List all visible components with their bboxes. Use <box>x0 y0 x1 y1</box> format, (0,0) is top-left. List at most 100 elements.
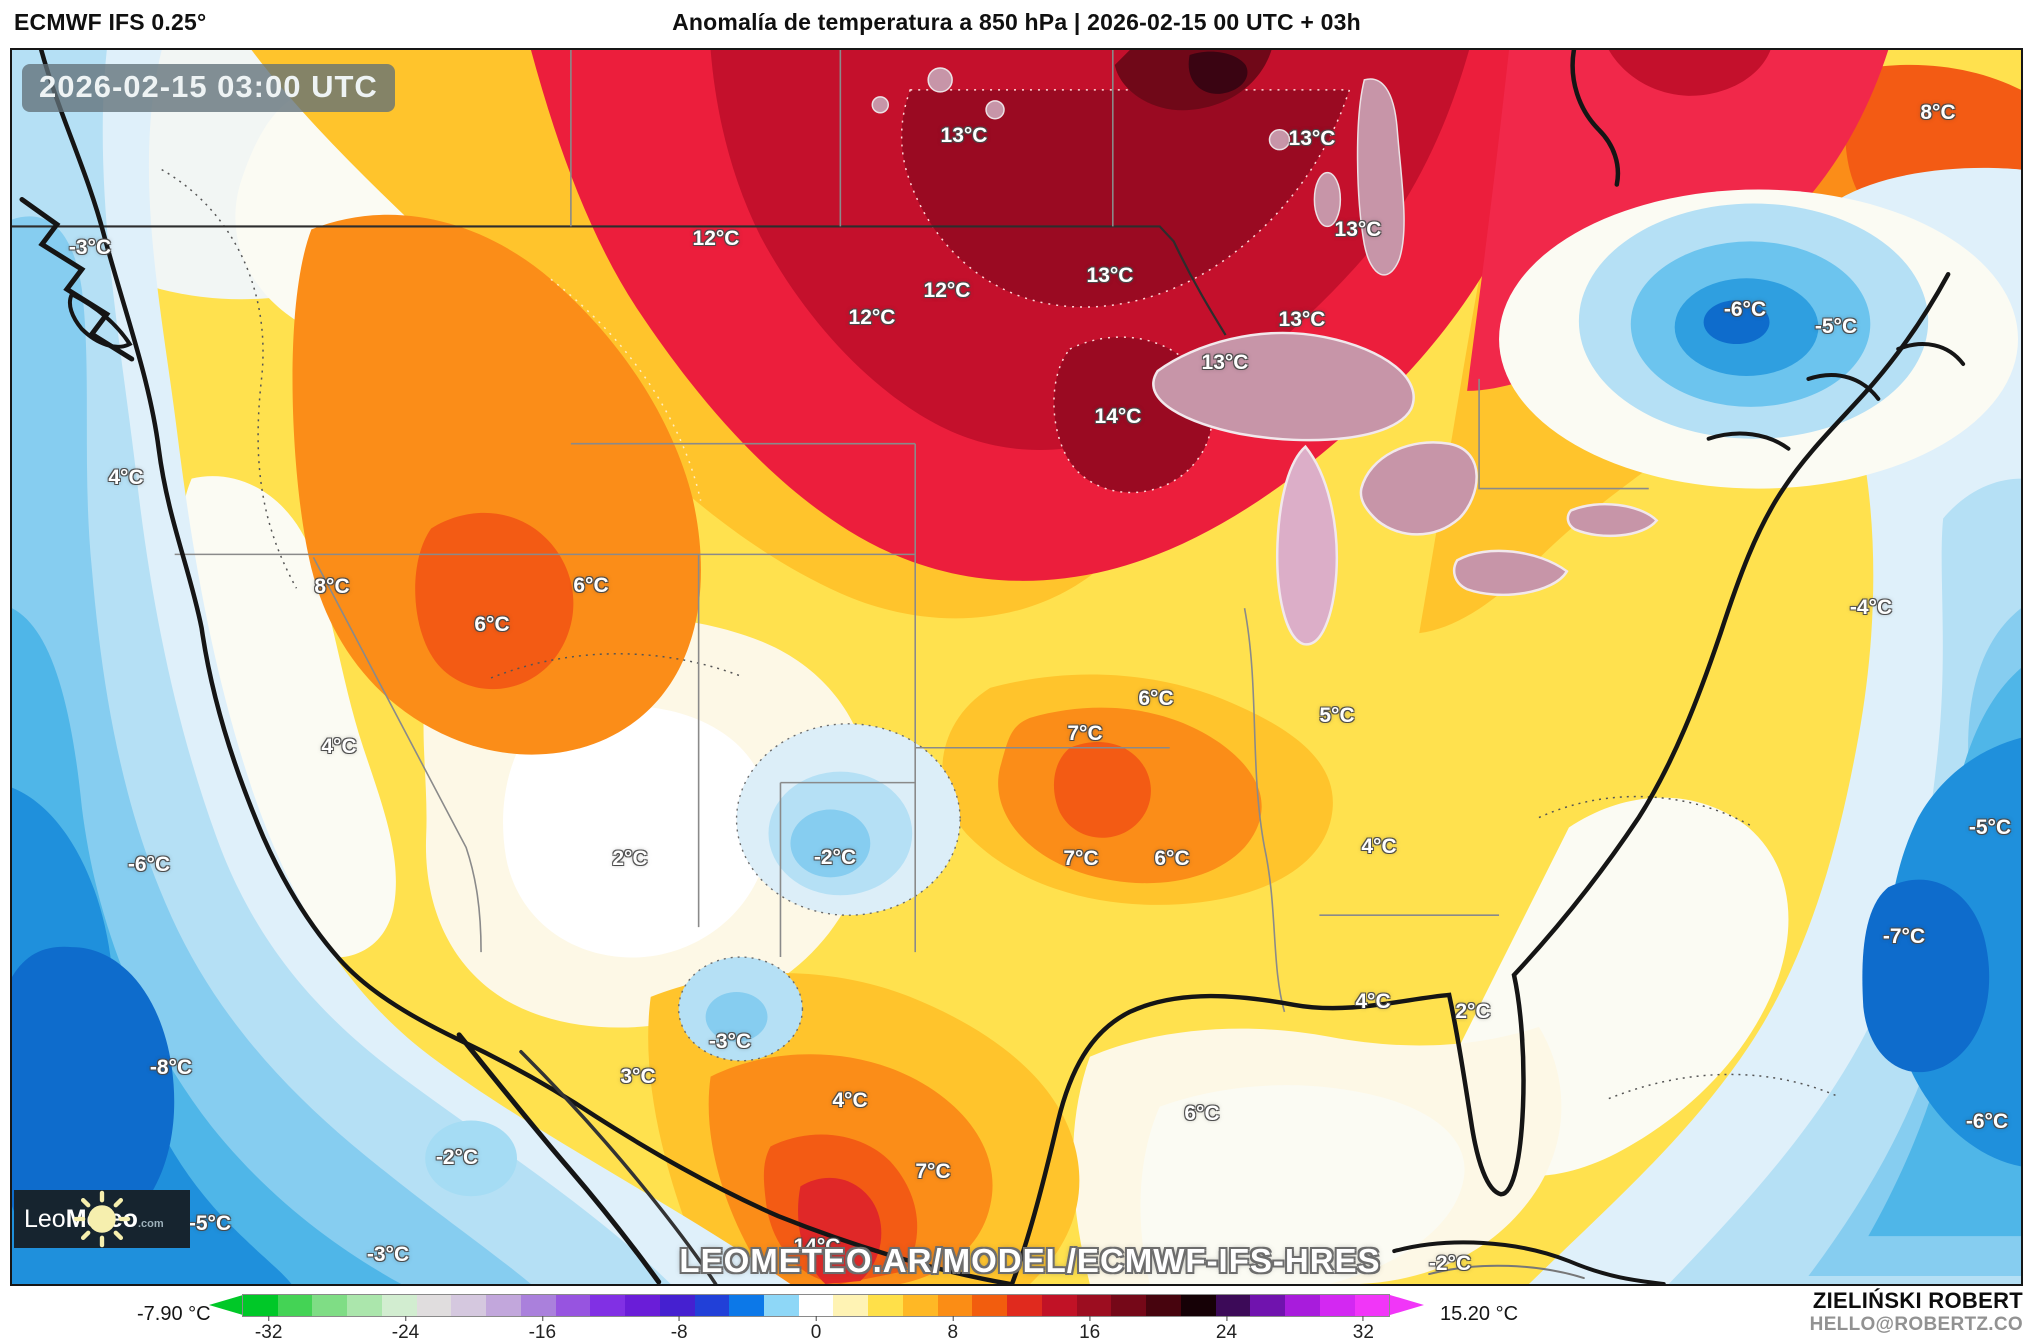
temp-label: 14°C <box>793 1235 841 1258</box>
colorbar-segment <box>1111 1295 1147 1316</box>
temp-label: 4°C <box>1361 835 1397 858</box>
temp-label: 13°C <box>1278 308 1326 331</box>
temp-label: 8°C <box>1920 101 1956 124</box>
author-contact: HELLO@ROBERTZ.CO <box>1809 1313 2023 1335</box>
temp-label: 13°C <box>1201 351 1249 374</box>
colorbar-segment <box>1076 1295 1112 1316</box>
leometeo-logo: LeoMeteo.com <box>14 1190 190 1248</box>
temp-label: 3°C <box>620 1065 656 1088</box>
colorbar-segment <box>659 1295 695 1316</box>
colorbar-segment <box>1215 1295 1251 1316</box>
colorbar-segment <box>972 1295 1008 1316</box>
colorbar-segment <box>1007 1295 1042 1316</box>
colorbar-tick: 0 <box>811 1316 821 1344</box>
header-bar: ECMWF IFS 0.25° Anomalía de temperatura … <box>0 0 2033 48</box>
colorbar-max-value: 15.20 °C <box>1440 1303 1519 1325</box>
temp-label: 2°C <box>612 847 648 870</box>
temp-label: -5°C <box>188 1212 232 1235</box>
temp-label: -2°C <box>813 846 857 869</box>
temp-label: 12°C <box>692 227 740 250</box>
temp-label: -7°C <box>1882 925 1926 948</box>
temp-label: 4°C <box>108 466 144 489</box>
temp-label: 12°C <box>848 306 896 329</box>
temp-label: -3°C <box>366 1243 410 1266</box>
temp-label: 13°C <box>1086 264 1134 287</box>
temp-label: 4°C <box>321 735 357 758</box>
colorbar-tick: -16 <box>529 1316 556 1344</box>
temp-label: 13°C <box>1334 218 1382 241</box>
author-name: ZIELIŃSKI ROBERT <box>1812 1288 2023 1313</box>
colorbar-segment <box>625 1295 660 1316</box>
colorbar-segment <box>381 1295 417 1316</box>
temp-label: 6°C <box>1138 687 1174 710</box>
colorbar-segment <box>798 1295 834 1316</box>
temp-label: 13°C <box>940 124 988 147</box>
temp-label: 5°C <box>1319 704 1355 727</box>
colorbar-segment <box>1354 1295 1390 1316</box>
colorbar-left-arrow <box>209 1295 243 1315</box>
temp-label: -6°C <box>127 853 171 876</box>
colorbar-tick: 8 <box>948 1316 958 1344</box>
colorbar-segment <box>243 1295 278 1316</box>
colorbar-tick: -24 <box>392 1316 419 1344</box>
colorbar-segment <box>1285 1295 1320 1316</box>
colorbar-segment <box>1041 1295 1077 1316</box>
colorbar-tick: 16 <box>1079 1316 1100 1344</box>
colorbar-footer: -7.90 °C -32 -24 -16 -8 0 8 16 24 32 15.20 °C ZI… <box>0 1286 2033 1343</box>
temp-label: 6°C <box>573 574 609 597</box>
colorbar-segment <box>902 1295 938 1316</box>
colorbar-tick: 24 <box>1216 1316 1237 1344</box>
colorbar-right-arrow <box>1390 1295 1424 1315</box>
temp-label: -6°C <box>1723 298 1767 321</box>
chart-title: Anomalía de temperatura a 850 hPa | 2026… <box>672 9 1361 35</box>
colorbar-segment <box>1319 1295 1355 1316</box>
colorbar-segment <box>416 1295 452 1316</box>
temp-label: -2°C <box>435 1146 479 1169</box>
temp-label: -6°C <box>1965 1110 2009 1133</box>
temp-label: 8°C <box>314 575 350 598</box>
colorbar-tick: -8 <box>671 1316 688 1344</box>
temp-label: 6°C <box>474 613 510 636</box>
temp-label: -4°C <box>1849 596 1893 619</box>
colorbar-segment <box>729 1295 765 1316</box>
watermark: LEOMETEO.AR/MODEL/ECMWF-IFS-HRES <box>679 1242 1381 1279</box>
colorbar-ticks: -32 -24 -16 -8 0 8 16 24 32 <box>243 1316 1389 1343</box>
colorbar-segment <box>1250 1295 1286 1316</box>
sun-icon <box>73 1190 131 1248</box>
colorbar-segment <box>590 1295 626 1316</box>
colorbar-segment <box>520 1295 556 1316</box>
temp-label: 2°C <box>1455 1000 1491 1023</box>
timestamp-badge: 2026-02-15 03:00 UTC <box>22 64 395 112</box>
temp-label: -3°C <box>708 1030 752 1053</box>
colorbar-tick: 32 <box>1353 1316 1374 1344</box>
temp-label: -2°C <box>1428 1252 1472 1275</box>
colorbar-segment <box>764 1295 799 1316</box>
colorbar-segment <box>937 1295 973 1316</box>
colorbar-segment <box>868 1295 903 1316</box>
temp-label: 7°C <box>1067 722 1103 745</box>
colorbar-segment <box>486 1295 521 1316</box>
temp-label: 4°C <box>832 1089 868 1112</box>
weather-map: 2026-02-15 03:00 UTC 13°C 13°C 12°C 13°C 13°… <box>10 48 2023 1286</box>
temp-label: -5°C <box>1968 816 2012 839</box>
temp-label: 7°C <box>915 1160 951 1183</box>
temp-label: -5°C <box>1814 315 1858 338</box>
colorbar-segment <box>833 1295 869 1316</box>
colorbar-segment <box>312 1295 348 1316</box>
colorbar-segment <box>694 1295 730 1316</box>
colorbar-segment <box>451 1295 487 1316</box>
colorbar-tick: -32 <box>255 1316 282 1344</box>
temp-label: 7°C <box>1063 847 1099 870</box>
temperature-anomaly-field <box>12 50 2021 1284</box>
colorbar-segment <box>277 1295 313 1316</box>
temp-label: 13°C <box>1288 127 1336 150</box>
temp-label: 6°C <box>1184 1102 1220 1125</box>
colorbar-min-value: -7.90 °C <box>137 1303 211 1325</box>
colorbar-segment <box>347 1295 382 1316</box>
temp-label: -8°C <box>149 1056 193 1079</box>
colorbar <box>242 1294 1390 1317</box>
temp-label: 4°C <box>1355 990 1391 1013</box>
credits: ZIELIŃSKI ROBERT HELLO@ROBERTZ.CO <box>1810 1288 2023 1336</box>
colorbar-segment <box>1180 1295 1216 1316</box>
temp-label: -3°C <box>68 236 112 259</box>
